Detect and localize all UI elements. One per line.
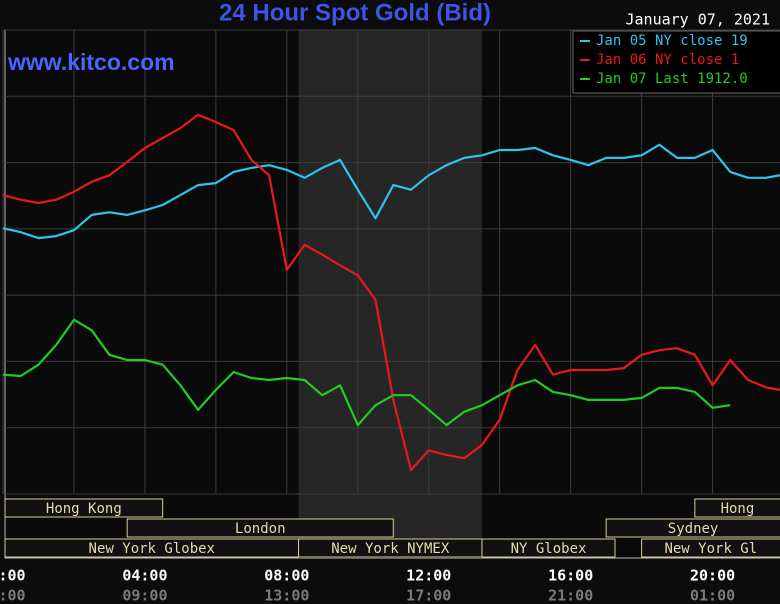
- session-bar: [126, 518, 394, 538]
- legend-label: Jan 07 Last 1912.0: [596, 71, 748, 87]
- x2-tick-label: 17:00: [406, 587, 451, 604]
- grid: [2, 29, 780, 495]
- x2-tick-label: 01:00: [690, 587, 735, 604]
- series-lines: [2, 113, 780, 472]
- legend-label: Jan 05 NY close 19: [596, 33, 748, 49]
- session-label: New York Gl: [664, 541, 757, 557]
- legend: Jan 05 NY close 19 Jan 06 NY close 1 Jan 0…: [572, 30, 780, 94]
- x-tick-label: 08:00: [264, 567, 309, 585]
- x-tick-label: 16:00: [548, 567, 593, 585]
- sessions: Hong Kong Hong London Sydney New York Globex…: [4, 498, 780, 558]
- session-bar: [605, 518, 780, 538]
- x-tick-label: 00:00: [0, 567, 26, 585]
- legend-box: [572, 30, 780, 94]
- session-bar: [4, 498, 164, 518]
- session-bar: [481, 538, 616, 558]
- x2-tick-label: 09:00: [122, 587, 167, 604]
- x-axis: 00:00 05:00 04:00 09:00 08:00 13:00 12:00 17:00…: [0, 567, 735, 604]
- series-line: [2, 113, 780, 472]
- series-line: [2, 318, 731, 427]
- watermark: www.kitco.com: [7, 49, 175, 75]
- session-label: London: [235, 521, 286, 537]
- x-tick-label: 12:00: [406, 567, 451, 585]
- x2-tick-label: 21:00: [548, 587, 593, 604]
- plot-background: [298, 30, 482, 558]
- session-label: NY Globex: [511, 541, 587, 557]
- session-label: New York Globex: [89, 541, 215, 557]
- series-line: [2, 143, 780, 240]
- shaded-region: [298, 30, 482, 558]
- x-tick-label: 20:00: [690, 567, 735, 585]
- session-label: Hong Kong: [46, 501, 122, 517]
- session-bar: [641, 538, 780, 558]
- x-tick-label: 04:00: [122, 567, 167, 585]
- x2-tick-label: 13:00: [264, 587, 309, 604]
- session-label: New York NYMEX: [331, 541, 450, 557]
- x2-tick-label: 05:00: [0, 587, 26, 604]
- legend-label: Jan 06 NY close 1: [596, 52, 739, 68]
- date-label: January 07, 2021: [626, 11, 771, 29]
- chart-title: 24 Hour Spot Gold (Bid): [219, 0, 491, 26]
- session-bar: [694, 498, 780, 518]
- session-label: Sydney: [668, 521, 719, 537]
- session-label: Hong: [721, 501, 755, 517]
